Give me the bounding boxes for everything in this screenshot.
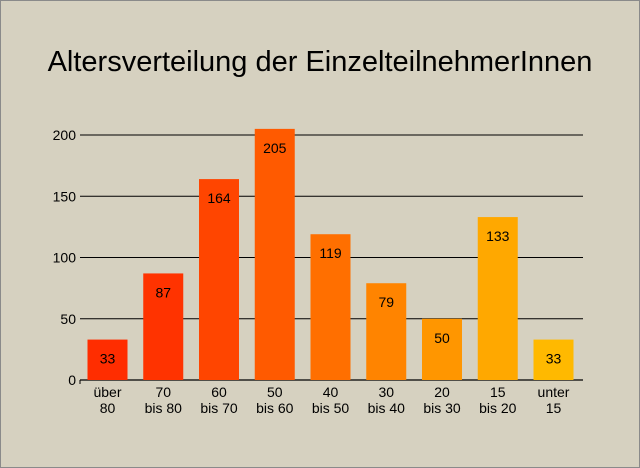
data-label: 164	[207, 190, 231, 206]
x-category-label: 40	[323, 384, 339, 400]
y-tick-label: 200	[53, 127, 77, 143]
bar-6	[422, 318, 462, 380]
y-tick-label: 150	[53, 188, 77, 204]
x-category-label: 20	[434, 384, 450, 400]
x-category-label: bis 50	[312, 400, 350, 416]
data-label: 119	[319, 245, 342, 261]
data-label: 205	[263, 140, 287, 156]
x-category-label: 15	[546, 400, 562, 416]
data-label: 50	[434, 330, 450, 346]
data-label: 133	[486, 228, 510, 244]
x-category-label: bis 40	[368, 400, 406, 416]
x-category-label: 30	[378, 384, 394, 400]
x-category-label: über	[93, 384, 121, 400]
y-tick-label: 0	[68, 372, 76, 388]
x-category-label: bis 30	[423, 400, 461, 416]
x-category-label: 50	[267, 384, 283, 400]
y-tick-label: 50	[60, 311, 76, 327]
data-label: 87	[155, 284, 171, 300]
bar-5	[366, 283, 407, 380]
bar-7	[477, 217, 518, 380]
x-category-label: bis 20	[479, 400, 517, 416]
x-category-label: bis 80	[145, 400, 183, 416]
y-axis-ticks: 0 50 100 150 200	[53, 127, 77, 388]
chart-title: Altersverteilung der EinzelteilnehmerInn…	[48, 46, 593, 78]
bar-3	[254, 128, 295, 380]
x-category-label: 70	[155, 384, 171, 400]
data-label: 33	[546, 351, 562, 367]
bars	[87, 128, 574, 380]
bar-8	[533, 339, 574, 380]
y-tick-label: 100	[53, 250, 77, 266]
data-label: 79	[378, 294, 394, 310]
x-category-label: 15	[490, 384, 506, 400]
x-category-label: unter	[538, 384, 570, 400]
x-category-label: bis 70	[200, 400, 238, 416]
bar-4	[310, 234, 351, 380]
data-label: 33	[100, 351, 116, 367]
data-labels: 33 87 164 205 119 79 50 133 33	[100, 140, 562, 367]
x-category-label: 80	[100, 400, 116, 416]
x-category-label: 60	[211, 384, 227, 400]
bar-1	[143, 273, 184, 380]
bar-0	[87, 339, 128, 380]
bar-2	[199, 179, 239, 380]
x-category-label: bis 60	[256, 400, 294, 416]
